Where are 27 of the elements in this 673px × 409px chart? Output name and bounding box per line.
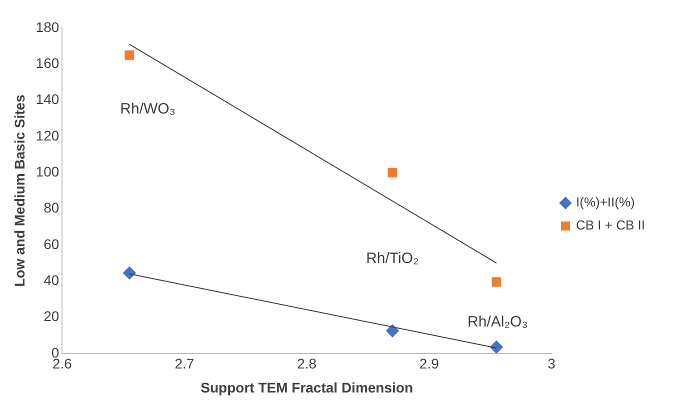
point <box>386 324 399 338</box>
y-tick-label: 160 <box>36 55 60 72</box>
point <box>122 266 136 280</box>
x-tick-label: 2.8 <box>297 356 317 372</box>
y-tick-label: 60 <box>44 236 60 252</box>
legend-label: CB I + CB II <box>576 218 646 233</box>
y-axis-title: Low and Medium Basic Sites <box>11 94 28 287</box>
legend-label: I(%)+II(%) <box>576 194 635 210</box>
y-tick-label: 140 <box>36 91 60 108</box>
x-axis-title: Support TEM Fractal Dimension <box>200 379 414 396</box>
x-tick-label: 3 <box>548 356 556 372</box>
y-tick-label: 120 <box>36 127 60 144</box>
y-tick-label: 40 <box>44 272 60 288</box>
annotation: Rh/WO₃ <box>120 100 176 118</box>
annotation: Rh/TiO₂ <box>366 250 420 268</box>
y-tick-label: 0 <box>51 344 60 360</box>
annotation: Rh/Al₂O₃ <box>468 314 528 331</box>
point <box>124 50 134 60</box>
x-tick-label: 2.7 <box>174 356 194 372</box>
x-tick-label: 2.9 <box>419 356 440 372</box>
y-tick-label: 100 <box>36 163 60 180</box>
y-tick-label: 20 <box>44 308 60 324</box>
point <box>492 277 502 287</box>
y-tick-label: 80 <box>44 200 60 216</box>
y-tick-label: 180 <box>36 18 60 35</box>
point <box>388 168 398 178</box>
point <box>490 340 503 354</box>
